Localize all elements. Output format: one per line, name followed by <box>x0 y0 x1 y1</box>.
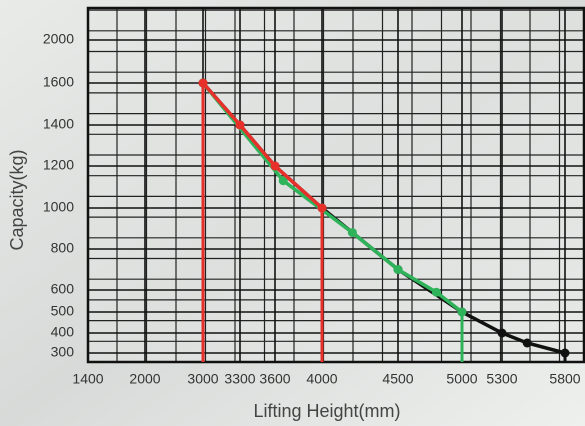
y-tick-label: 1200 <box>43 157 74 173</box>
point <box>457 307 467 317</box>
point <box>198 78 208 88</box>
x-tick-label: 1400 <box>72 371 103 387</box>
series-line <box>201 81 324 210</box>
point <box>497 328 507 338</box>
series-line <box>201 81 464 314</box>
point <box>235 120 245 130</box>
y-tick-label: 1400 <box>43 116 74 132</box>
y-axis-title: Capacity(kg) <box>7 149 27 250</box>
x-tick-label: 4000 <box>306 371 337 387</box>
x-tick-label: 3000 <box>187 371 218 387</box>
y-tick-label: 300 <box>51 344 75 360</box>
y-tick-label: 1600 <box>43 74 74 90</box>
point <box>431 287 441 297</box>
point <box>522 338 532 348</box>
point <box>317 203 327 213</box>
y-tick-label: 400 <box>51 324 75 340</box>
point <box>560 348 570 358</box>
plot-area <box>88 8 585 362</box>
x-tick-label: 4500 <box>382 371 413 387</box>
y-tick-label: 2000 <box>43 31 74 47</box>
x-tick-label: 3600 <box>259 371 290 387</box>
y-tick-label: 1000 <box>43 199 74 215</box>
x-tick-label: 5300 <box>486 371 517 387</box>
point <box>393 265 403 274</box>
x-axis-title: Lifting Height(mm) <box>253 401 400 421</box>
x-tick-label: 5800 <box>549 371 580 387</box>
x-tick-label: 2000 <box>129 371 160 387</box>
y-tick-label: 600 <box>51 281 75 297</box>
y-tick-label: 500 <box>51 303 75 319</box>
point <box>278 176 288 186</box>
y-tick-label: 800 <box>51 240 75 256</box>
point <box>347 228 357 238</box>
plot-frame <box>86 6 585 364</box>
x-tick-label: 3300 <box>224 371 255 387</box>
point <box>270 161 280 171</box>
x-tick-label: 5000 <box>446 371 477 387</box>
